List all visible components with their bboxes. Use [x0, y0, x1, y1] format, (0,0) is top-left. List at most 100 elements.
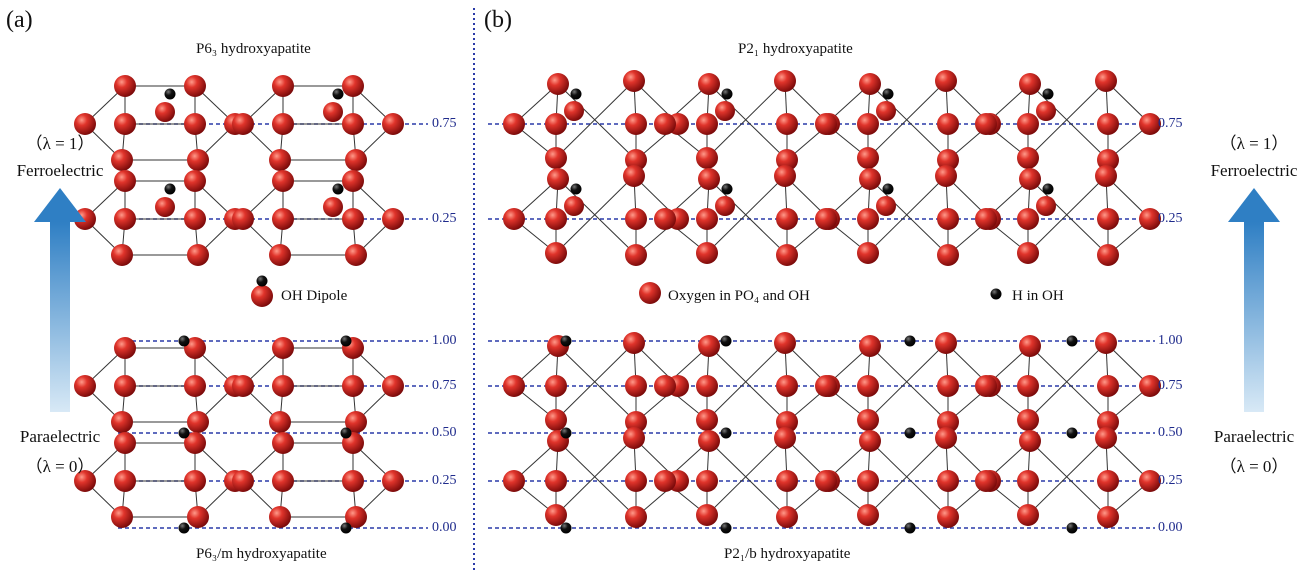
left-top-lambda: （λ = 1）: [25, 134, 95, 153]
oxygen-atom: [696, 113, 718, 135]
oxygen-atom: [937, 149, 959, 171]
level-label-b-bottom-3: 0.25: [1158, 473, 1183, 488]
p63-title: P6₃ hydroxyapatite: [196, 41, 311, 57]
oxygen-atom: [272, 75, 294, 97]
left-paraelectric-label: Paraelectric: [19, 427, 101, 446]
oxygen-atom: [1095, 427, 1117, 449]
bond-line: [555, 80, 635, 159]
level-label-a-bottom-0: 1.00: [432, 333, 457, 348]
oxygen-atom: [187, 506, 209, 528]
oxygen-atom: [625, 411, 647, 433]
oxygen-atom: [625, 244, 647, 266]
hydrogen-atom: [720, 427, 732, 439]
oxygen-atom: [815, 375, 837, 397]
oxygen-atom: [232, 208, 254, 230]
oxygen-atom: [232, 113, 254, 135]
hydrogen-atom: [560, 522, 572, 534]
bond-line: [869, 178, 949, 256]
bond-line: [1027, 175, 1107, 254]
oxygen-atom: [859, 168, 881, 190]
oxygen-atom: [1139, 208, 1161, 230]
bond-line: [867, 342, 947, 421]
left-ferroelectric-label: Ferroelectric: [16, 161, 104, 180]
hydrogen-atom: [340, 335, 352, 347]
hydrogen-atom: [720, 335, 732, 347]
oxygen-atom: [269, 244, 291, 266]
oxygen-atom: [1017, 147, 1039, 169]
oxygen-atom: [937, 113, 959, 135]
hydrogen-atom: [904, 335, 916, 347]
oxygen-atom: [232, 470, 254, 492]
oxygen-atom: [696, 242, 718, 264]
oxygen-atom: [859, 335, 881, 357]
oxygen-atom: [187, 411, 209, 433]
oxygen-atom: [776, 149, 798, 171]
bond-line: [555, 437, 635, 516]
bond-line: [708, 345, 788, 423]
bond-line: [1027, 437, 1107, 516]
oxygen-atom: [272, 375, 294, 397]
oxygen-atom: [114, 75, 136, 97]
oxygen-atom: [184, 75, 206, 97]
oxygen-atom: [382, 375, 404, 397]
oxygen-atom: [1097, 244, 1119, 266]
hydrogen-atom: [256, 275, 268, 287]
bond-line: [555, 342, 635, 421]
oxygen-atom: [696, 375, 718, 397]
oxygen-atom: [654, 375, 676, 397]
hydrogen-atom: [560, 427, 572, 439]
oxygen-atom: [114, 337, 136, 359]
oxygen-atom: [937, 208, 959, 230]
oxygen-atom: [698, 430, 720, 452]
oxygen-atom: [545, 147, 567, 169]
bond-line: [557, 178, 637, 256]
oxygen-atom: [1095, 70, 1117, 92]
level-label-a-top-1: 0.25: [432, 211, 457, 226]
bond-lines: [84, 80, 1151, 518]
oxygen-atom: [715, 196, 735, 216]
oxygen-atom: [857, 375, 879, 397]
oxygen-atom: [1139, 375, 1161, 397]
oxygen-atom: [937, 244, 959, 266]
bond-line: [557, 440, 637, 518]
oxygen-atom: [1017, 470, 1039, 492]
oxygen-atom: [937, 411, 959, 433]
oxygen-atom: [184, 470, 206, 492]
oxygen-atom: [975, 208, 997, 230]
oxygen-atom: [696, 470, 718, 492]
oxygen-atom: [1097, 470, 1119, 492]
bond-line: [869, 345, 949, 423]
oxygen-atom: [1019, 430, 1041, 452]
bond-line: [867, 437, 947, 516]
oxygen-atom: [1019, 168, 1041, 190]
level-label-b-bottom-2: 0.50: [1158, 425, 1183, 440]
oxygen-atom: [1097, 208, 1119, 230]
right-top-lambda: （λ = 1）: [1219, 134, 1289, 153]
oxygen-atom: [114, 170, 136, 192]
oxygen-atom: [564, 196, 584, 216]
oxygen-atom: [1095, 165, 1117, 187]
oxygen-atom: [184, 208, 206, 230]
hydrogen-atom: [1066, 427, 1078, 439]
bond-line: [1027, 80, 1107, 159]
oxygen-atom: [1036, 196, 1056, 216]
oxygen-atom: [623, 70, 645, 92]
oxygen-atom: [815, 470, 837, 492]
bond-line: [1029, 440, 1109, 518]
oxygen-atom: [1139, 113, 1161, 135]
oxygen-atom: [1017, 208, 1039, 230]
oxygen-atom: [269, 149, 291, 171]
oxygen-atom: [776, 506, 798, 528]
oxygen-atom: [857, 242, 879, 264]
oxygen-atom: [1097, 113, 1119, 135]
oxygen-atom: [503, 470, 525, 492]
oh-dipole-legend: OH Dipole: [281, 288, 348, 304]
oxygen-atom: [114, 208, 136, 230]
hydrogen-atom: [721, 183, 733, 195]
atoms: [74, 70, 1161, 534]
oxygen-atom: [545, 409, 567, 431]
oxygen-atom: [774, 427, 796, 449]
oxygen-atom: [342, 208, 364, 230]
hydrogen-atom: [904, 427, 916, 439]
